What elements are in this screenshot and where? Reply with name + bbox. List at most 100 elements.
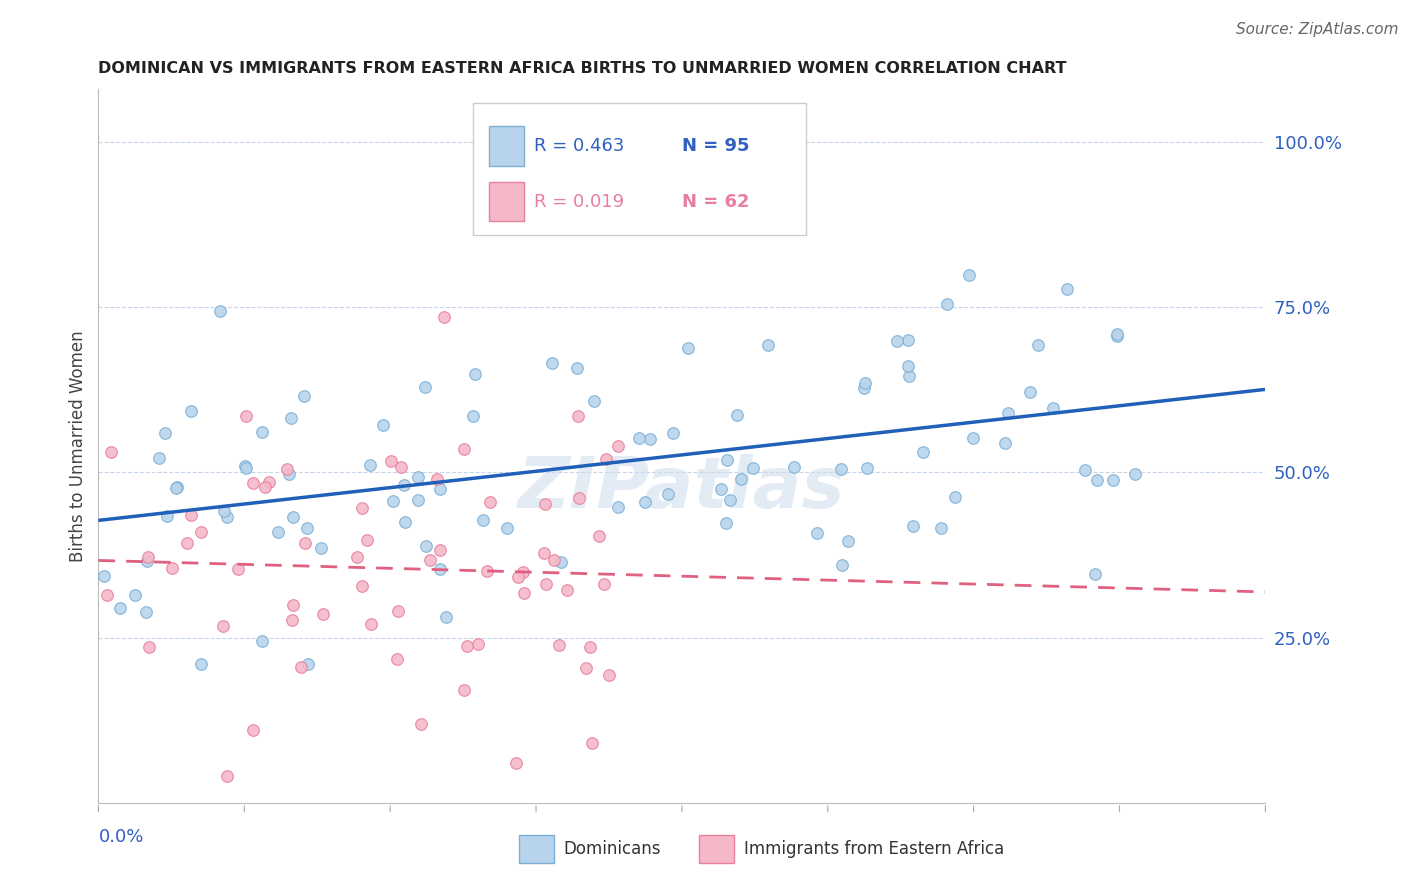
FancyBboxPatch shape <box>519 835 554 863</box>
Point <box>312 607 335 621</box>
Point <box>568 491 591 505</box>
Point <box>215 769 238 783</box>
Point <box>212 504 235 518</box>
Point <box>295 521 318 535</box>
Point <box>581 736 603 750</box>
Point <box>135 605 157 619</box>
Point <box>426 472 449 486</box>
Point <box>93 569 115 583</box>
Point <box>477 564 499 578</box>
Point <box>1085 473 1108 487</box>
Point <box>1074 462 1097 476</box>
Point <box>607 439 630 453</box>
Point <box>278 467 301 481</box>
Point <box>957 268 980 283</box>
Point <box>1107 329 1129 343</box>
Point <box>548 638 571 652</box>
Point <box>373 417 395 432</box>
Point <box>716 452 738 467</box>
Point <box>297 657 319 671</box>
Point <box>730 472 752 486</box>
Point <box>385 652 408 666</box>
Point <box>394 515 416 529</box>
Point <box>676 341 699 355</box>
Point <box>281 599 304 613</box>
Point <box>100 444 122 458</box>
FancyBboxPatch shape <box>489 127 524 166</box>
Point <box>276 462 298 476</box>
Point <box>176 536 198 550</box>
Point <box>350 501 373 516</box>
Point <box>583 394 606 409</box>
Point <box>853 376 876 390</box>
Point <box>943 491 966 505</box>
Point <box>579 640 602 654</box>
Point <box>595 452 617 467</box>
Point <box>831 558 853 573</box>
Point <box>1123 467 1146 482</box>
Point <box>259 475 281 490</box>
Point <box>513 586 536 600</box>
Point <box>756 338 779 352</box>
Point <box>710 482 733 496</box>
Point <box>382 494 405 508</box>
Point <box>495 521 517 535</box>
Point <box>543 553 565 567</box>
Text: N = 95: N = 95 <box>682 137 749 155</box>
Point <box>453 682 475 697</box>
Point <box>180 508 202 522</box>
FancyBboxPatch shape <box>699 835 734 863</box>
Point <box>725 408 748 422</box>
Point <box>555 582 578 597</box>
Point <box>1019 385 1042 400</box>
Point <box>252 425 274 439</box>
Point <box>356 533 378 547</box>
Point <box>453 442 475 456</box>
Point <box>607 500 630 514</box>
Point <box>633 495 655 509</box>
Point <box>411 716 433 731</box>
Point <box>138 640 160 655</box>
Point <box>215 509 238 524</box>
Text: N = 62: N = 62 <box>682 193 749 211</box>
Text: Source: ZipAtlas.com: Source: ZipAtlas.com <box>1236 22 1399 37</box>
Point <box>575 661 598 675</box>
Text: DOMINICAN VS IMMIGRANTS FROM EASTERN AFRICA BIRTHS TO UNMARRIED WOMEN CORRELATIO: DOMINICAN VS IMMIGRANTS FROM EASTERN AFR… <box>98 61 1067 76</box>
Point <box>294 536 316 550</box>
Point <box>311 541 333 556</box>
Point <box>165 481 187 495</box>
Point <box>280 411 302 425</box>
Point <box>180 404 202 418</box>
Point <box>408 492 430 507</box>
Point <box>994 435 1017 450</box>
Point <box>1056 282 1078 296</box>
Point <box>209 303 232 318</box>
Point <box>534 498 557 512</box>
Point <box>856 461 879 475</box>
Point <box>352 579 374 593</box>
Point <box>533 546 555 560</box>
Point <box>997 406 1019 420</box>
Point <box>280 613 302 627</box>
Point <box>160 561 183 575</box>
Point <box>467 637 489 651</box>
Point <box>456 639 478 653</box>
Point <box>593 577 616 591</box>
Point <box>429 482 451 496</box>
Point <box>461 409 484 424</box>
Point <box>252 634 274 648</box>
Point <box>413 380 436 394</box>
Point <box>897 333 920 347</box>
Point <box>406 469 429 483</box>
Point <box>742 461 765 475</box>
Point <box>1042 401 1064 415</box>
Point <box>360 616 382 631</box>
Point <box>716 516 738 530</box>
Point <box>235 460 257 475</box>
Point <box>536 576 558 591</box>
Point <box>226 562 249 576</box>
Point <box>253 479 276 493</box>
Point <box>380 454 402 468</box>
Point <box>136 554 159 568</box>
Text: Immigrants from Eastern Africa: Immigrants from Eastern Africa <box>744 840 1004 858</box>
